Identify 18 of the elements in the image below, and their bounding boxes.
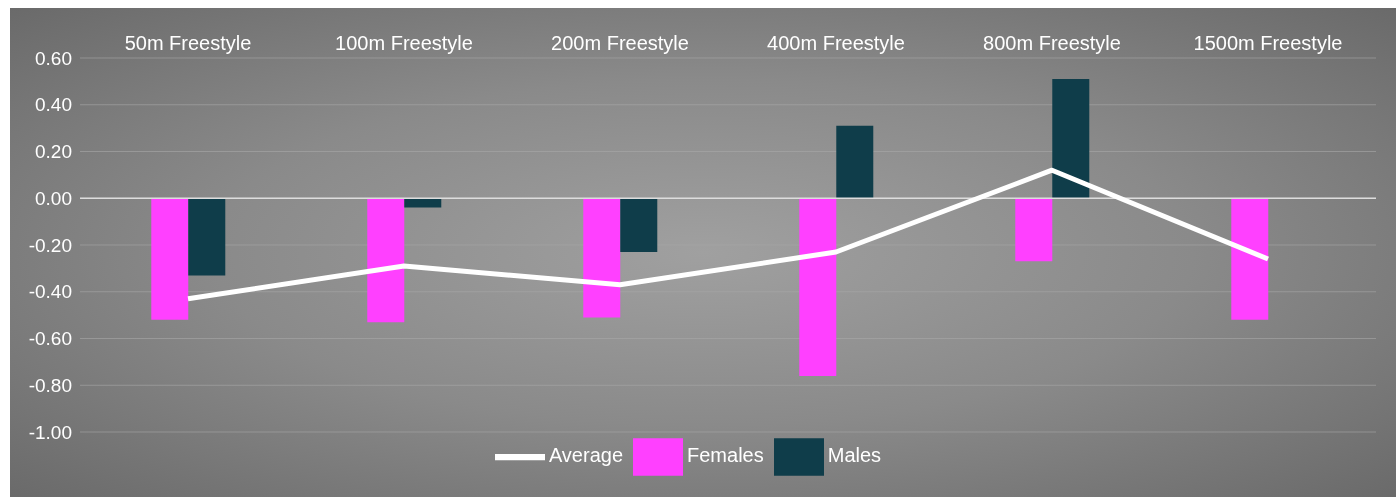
x-tick-label: 50m Freestyle (124, 32, 252, 54)
y-tick-label: -0.20 (28, 234, 72, 256)
y-tick-label: -1.00 (28, 421, 72, 443)
x-tick-label: 800m Freestyle (983, 32, 1121, 54)
x-tick-label: 100m Freestyle (335, 32, 473, 54)
y-tick-label: 0.20 (35, 141, 72, 163)
y-tick-label: -0.40 (28, 281, 72, 303)
x-tick-label: 200m Freestyle (551, 32, 689, 54)
legend-label: Males (827, 444, 882, 467)
y-tick-label: -0.60 (28, 328, 72, 350)
y-tick-label: 0.40 (35, 94, 72, 116)
legend-label: Females (687, 444, 764, 467)
legend-label: Average (548, 444, 624, 467)
y-tick-label: 0.60 (35, 47, 72, 69)
y-tick-label: 0.00 (35, 187, 72, 209)
y-tick-label: -0.80 (28, 374, 72, 396)
x-tick-label: 1500m Freestyle (1193, 32, 1343, 54)
x-tick-label: 400m Freestyle (767, 32, 905, 54)
